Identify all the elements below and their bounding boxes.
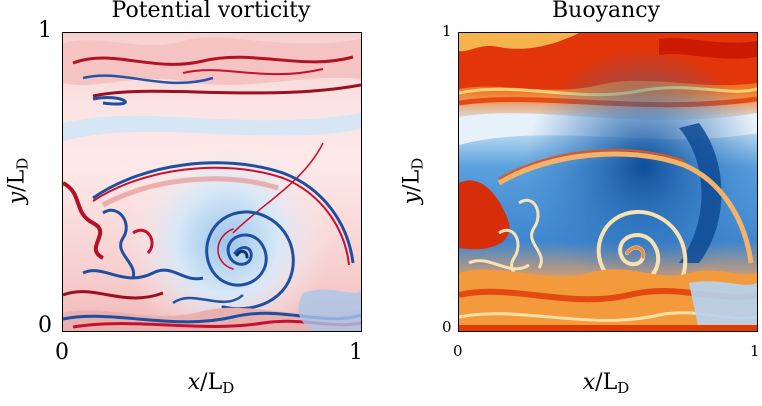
buoyancy-y-tick-bottom: 0 [442,318,452,336]
buoyancy-y-axis-label: y/LD [399,157,427,205]
pv-y-tick-bottom: 0 [38,313,52,338]
pv-field-svg [63,33,361,331]
buoyancy-field-image [458,32,758,332]
buoyancy-panel-title: Buoyancy [551,0,661,23]
buoyancy-x-tick-right: 1 [750,342,760,360]
pv-x-axis-label: x/LD [187,370,235,397]
pv-field-image [62,32,362,332]
pv-panel-title: Potential vorticity [111,0,311,23]
buoyancy-field-svg [459,33,757,331]
buoyancy-x-axis-label: x/LD [582,370,630,397]
pv-x-tick-left: 0 [55,340,69,365]
buoyancy-x-tick-left: 0 [453,342,463,360]
pv-y-axis-label: y/LD [4,157,32,205]
pv-y-tick-top: 1 [38,18,52,43]
buoyancy-y-tick-top: 1 [442,22,452,40]
pv-x-tick-right: 1 [349,340,363,365]
